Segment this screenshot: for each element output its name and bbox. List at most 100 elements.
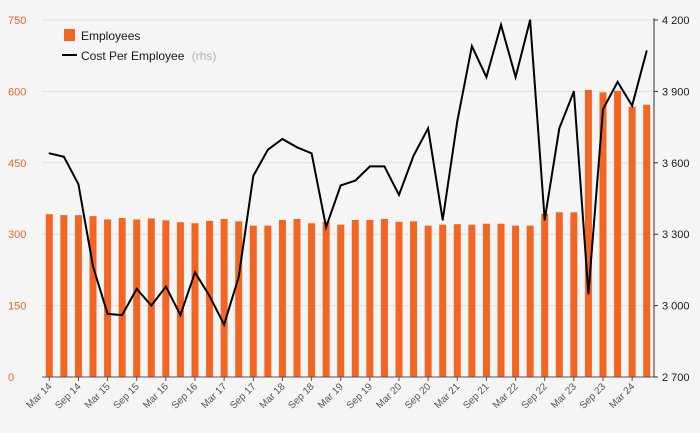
employees-bar <box>614 90 622 377</box>
cost-per-employee-point <box>267 148 269 151</box>
cost-per-employee-point <box>194 271 196 274</box>
employees-bar <box>337 224 345 377</box>
employees-bar <box>89 216 97 377</box>
right-tick-label: 2 700 <box>662 372 690 384</box>
employees-bar <box>293 218 301 377</box>
right-tick-label: 3 900 <box>662 86 690 98</box>
employees-bar <box>249 225 257 377</box>
right-tick-label: 3 000 <box>662 301 690 313</box>
cost-per-employee-point <box>514 76 517 78</box>
cost-per-employee-point <box>587 292 590 295</box>
cost-per-employee-line <box>48 19 648 328</box>
cost-per-employee-point <box>500 23 502 26</box>
employees-bar <box>570 212 578 377</box>
employees-bar <box>380 218 388 377</box>
cost-per-employee-point <box>106 313 109 315</box>
cost-per-employee-point <box>631 104 633 107</box>
cost-per-employee-point <box>602 108 604 111</box>
employees-bar <box>176 222 184 377</box>
cost-per-employee-point <box>645 50 648 52</box>
cost-per-employee-point <box>383 165 386 168</box>
left-tick-label: 0 <box>8 372 14 384</box>
cost-per-employee-point <box>456 120 459 122</box>
left-tick-label: 450 <box>8 158 26 170</box>
cost-per-employee-point <box>150 304 153 307</box>
legend-cost-label: Cost Per Employee (rhs) <box>81 49 216 63</box>
employees-bar <box>278 219 286 377</box>
cost-per-employee-point <box>339 184 342 187</box>
employees-bar <box>308 223 316 377</box>
cost-per-employee-point <box>529 19 531 21</box>
cost-per-employee-point <box>573 90 575 93</box>
employees-bar <box>526 225 534 377</box>
cost-per-employee-point <box>325 226 327 228</box>
legend-cost-name: Cost Per Employee <box>81 49 185 63</box>
cost-per-employee-point <box>369 165 371 168</box>
employees-bar <box>351 219 359 377</box>
employees-bar <box>104 219 112 377</box>
employees-bar <box>424 225 432 377</box>
cost-per-employee-point <box>48 152 51 155</box>
right-axis-ticks: 2 700 3 000 3 300 3 600 3 900 4 200 <box>654 15 690 384</box>
left-tick-label: 750 <box>8 15 26 27</box>
employees-bar <box>584 89 592 378</box>
left-tick-label: 300 <box>8 229 26 241</box>
cost-per-employee-point <box>427 127 429 130</box>
cost-per-employee-point <box>208 295 211 297</box>
employees-bar <box>220 218 228 377</box>
cost-per-employee-point <box>543 219 546 221</box>
axes <box>42 18 655 378</box>
legend-employees-swatch <box>64 29 75 41</box>
cost-per-employee-point <box>398 194 400 196</box>
cost-per-employee-point <box>412 154 415 157</box>
employees-bar <box>45 214 53 377</box>
employees-bar <box>322 221 330 377</box>
cost-per-employee-point <box>77 183 80 186</box>
employees-bar <box>60 215 68 377</box>
employees-bar <box>512 225 520 377</box>
employees-bar <box>555 212 563 377</box>
employees-bar <box>133 219 141 377</box>
cost-per-employee-point <box>441 219 444 221</box>
employees-bar <box>643 104 651 377</box>
cost-per-employee-point <box>558 127 561 130</box>
left-axis-ticks: 0 150 300 450 600 750 <box>8 15 26 384</box>
left-tick-label: 600 <box>8 86 26 98</box>
cost-per-employee-point <box>179 314 182 316</box>
cost-per-employee-point <box>616 81 619 83</box>
cost-per-employee-point <box>135 288 138 290</box>
cost-per-employee-point <box>471 45 473 47</box>
employees-bar <box>147 218 155 377</box>
cost-per-employee-point <box>92 265 94 268</box>
employees-bar <box>468 224 476 377</box>
employees-bar <box>206 220 214 377</box>
employees-bar <box>628 106 636 377</box>
cost-per-employee-point <box>310 152 313 155</box>
legend-employees-label: Employees <box>81 29 140 43</box>
employees-bar <box>235 221 243 377</box>
employees-bar <box>453 224 461 377</box>
employees-bar <box>366 219 374 377</box>
legend: Employees Cost Per Employee (rhs) <box>62 29 216 63</box>
employees-bar <box>162 220 170 377</box>
employees-bar <box>482 223 490 377</box>
employees-bar <box>410 221 418 377</box>
cost-per-employee-point <box>281 138 284 140</box>
cost-per-employee-point <box>223 323 225 326</box>
employees-bar <box>439 224 447 377</box>
employees-bar <box>541 213 549 377</box>
right-tick-label: 3 300 <box>662 229 690 241</box>
employees-bar <box>264 225 272 377</box>
cost-per-employee-point <box>485 76 488 78</box>
cost-per-employee-point <box>296 146 298 149</box>
cost-per-employee-point <box>165 285 167 288</box>
cost-per-employee-point <box>121 314 123 316</box>
cost-per-employee-point <box>237 276 240 278</box>
legend-cost-note: (rhs) <box>192 49 217 63</box>
employees-bar <box>118 218 126 377</box>
employees-bar <box>497 223 505 377</box>
cost-per-employee-point <box>354 179 357 182</box>
employees-bar <box>599 92 607 378</box>
employees-bar <box>74 215 82 377</box>
